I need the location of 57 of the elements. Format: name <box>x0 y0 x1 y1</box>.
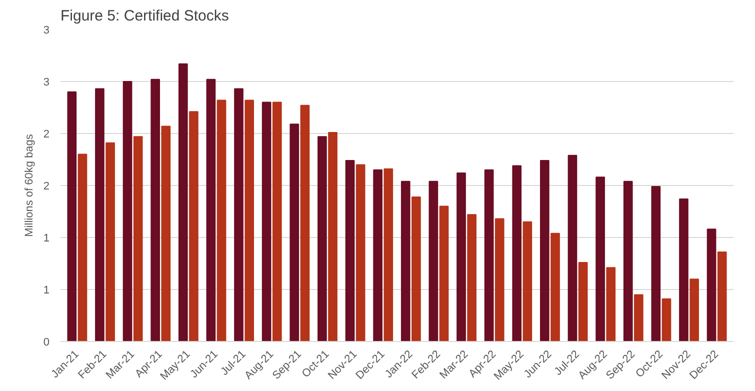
bar <box>189 111 198 342</box>
bar <box>356 164 366 342</box>
bar <box>412 196 421 342</box>
bar <box>206 78 216 342</box>
bar <box>318 136 327 342</box>
bar <box>484 169 494 342</box>
bar <box>522 221 532 342</box>
y-tick-label: 3 <box>43 24 50 36</box>
bar <box>568 154 578 342</box>
bar <box>122 81 132 342</box>
bar <box>262 102 272 342</box>
bar <box>178 63 188 342</box>
bar <box>606 267 616 342</box>
bar <box>67 91 77 342</box>
bar <box>373 169 382 342</box>
bar <box>290 124 300 342</box>
bar <box>623 180 633 342</box>
bar <box>439 206 449 342</box>
bar <box>384 168 394 342</box>
bar <box>690 278 699 342</box>
y-tick-label: 3 <box>43 76 50 88</box>
bar <box>456 172 466 342</box>
bar <box>540 160 550 342</box>
bar <box>578 262 588 342</box>
bar <box>717 252 727 342</box>
bar <box>345 160 355 342</box>
bar <box>494 218 504 342</box>
y-axis-title: Millions of 60kg bags <box>23 134 36 237</box>
bar <box>133 136 143 342</box>
bar <box>400 180 410 342</box>
bar <box>428 180 438 342</box>
bar <box>651 186 661 342</box>
bar <box>328 132 338 342</box>
bar <box>679 198 688 342</box>
bar <box>244 100 254 342</box>
bar <box>467 214 476 342</box>
bar <box>216 100 226 342</box>
y-tick-label: 1 <box>43 284 50 296</box>
y-tick-label: 1 <box>43 232 50 244</box>
bar <box>150 78 160 342</box>
y-tick-label: 2 <box>43 128 50 140</box>
bar <box>662 298 672 342</box>
bar <box>300 104 310 342</box>
bar <box>272 102 282 342</box>
bar <box>634 294 644 342</box>
y-tick-label: 0 <box>43 336 50 348</box>
bar <box>234 88 244 342</box>
bar <box>95 88 104 342</box>
chart-title: Figure 5: Certified Stocks <box>60 8 229 24</box>
bar <box>550 232 560 342</box>
bar <box>161 126 171 342</box>
bar <box>706 228 716 342</box>
bar <box>512 165 522 342</box>
bar <box>78 154 88 342</box>
bar <box>596 176 605 342</box>
y-tick-label: 2 <box>43 180 50 192</box>
bar <box>106 142 115 342</box>
